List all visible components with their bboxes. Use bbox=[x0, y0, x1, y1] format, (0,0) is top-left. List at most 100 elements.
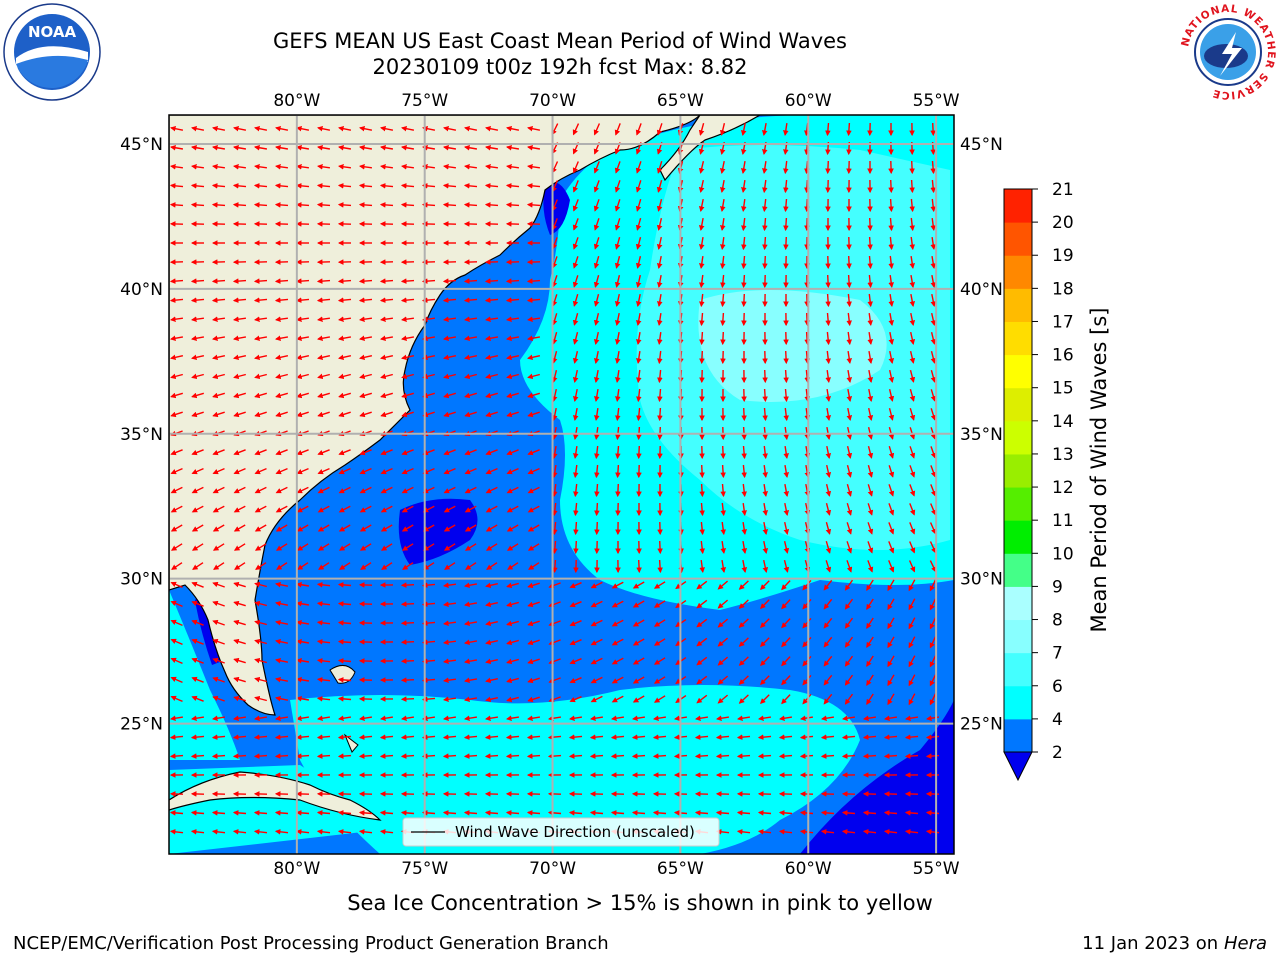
wave-direction-arrow bbox=[657, 369, 663, 384]
wave-direction-arrow bbox=[506, 658, 519, 665]
wave-direction-arrow bbox=[925, 753, 940, 759]
wave-direction-arrow bbox=[276, 562, 288, 570]
wave-direction-arrow bbox=[888, 275, 894, 289]
wave-direction-arrow bbox=[547, 810, 562, 816]
wave-direction-arrow bbox=[464, 467, 477, 475]
wave-direction-arrow bbox=[442, 810, 457, 816]
colorbar-tick-label: 16 bbox=[1052, 346, 1074, 366]
wave-direction-arrow bbox=[741, 217, 747, 232]
wave-direction-arrow bbox=[653, 581, 666, 589]
wave-direction-arrow bbox=[506, 486, 519, 494]
wave-direction-arrow bbox=[610, 753, 625, 759]
wave-direction-arrow bbox=[572, 313, 579, 326]
wave-direction-arrow bbox=[233, 373, 246, 380]
wave-direction-arrow bbox=[275, 695, 289, 702]
wave-direction-arrow bbox=[169, 335, 184, 342]
wave-direction-arrow bbox=[337, 144, 352, 151]
wave-direction-arrow bbox=[274, 278, 289, 284]
wave-direction-arrow bbox=[442, 316, 456, 322]
lon-tick-label-top: 70°W bbox=[529, 91, 576, 111]
wave-direction-arrow bbox=[888, 255, 894, 270]
wave-direction-arrow bbox=[485, 639, 498, 646]
wave-direction-arrow bbox=[484, 278, 499, 284]
wave-direction-arrow bbox=[930, 312, 937, 326]
wave-direction-arrow bbox=[614, 161, 621, 174]
wave-direction-arrow bbox=[212, 543, 225, 551]
wave-direction-arrow bbox=[802, 655, 812, 667]
wave-direction-arrow bbox=[820, 715, 835, 721]
wave-direction-arrow bbox=[762, 521, 769, 536]
wave-direction-arrow bbox=[781, 694, 791, 705]
wave-direction-arrow bbox=[929, 522, 937, 535]
wave-direction-arrow bbox=[295, 335, 310, 342]
wave-direction-arrow bbox=[568, 734, 583, 740]
wave-direction-arrow bbox=[233, 619, 246, 626]
wave-direction-arrow bbox=[527, 449, 540, 456]
wave-direction-arrow bbox=[443, 486, 456, 494]
wave-direction-arrow bbox=[400, 202, 415, 208]
wave-direction-arrow bbox=[191, 695, 204, 702]
wave-direction-arrow bbox=[738, 599, 749, 609]
wave-direction-arrow bbox=[358, 202, 373, 208]
wave-direction-arrow bbox=[211, 715, 226, 721]
wave-direction-arrow bbox=[717, 694, 729, 704]
wave-direction-arrow bbox=[338, 524, 351, 532]
wave-direction-arrow bbox=[463, 658, 478, 665]
wave-direction-arrow bbox=[485, 373, 498, 380]
wave-direction-arrow bbox=[908, 674, 916, 687]
wave-direction-arrow bbox=[169, 316, 183, 322]
colorbar: 2 4 6 7 8 9 10 11 12 13 14 15 16 17 18 19 20 21 bbox=[1003, 180, 1074, 782]
wave-direction-arrow bbox=[400, 164, 414, 170]
wave-direction-arrow bbox=[463, 696, 478, 703]
wave-direction-arrow bbox=[274, 335, 289, 342]
wave-direction-arrow bbox=[338, 467, 351, 475]
wave-direction-arrow bbox=[783, 350, 789, 365]
wave-direction-arrow bbox=[783, 122, 789, 137]
wave-direction-arrow bbox=[316, 639, 331, 645]
colorbar-tick-label: 7 bbox=[1052, 644, 1063, 664]
wave-direction-arrow bbox=[400, 715, 415, 721]
wave-direction-arrow bbox=[593, 388, 600, 403]
wave-direction-arrow bbox=[317, 543, 330, 551]
wave-direction-arrow bbox=[909, 198, 915, 213]
wave-direction-arrow bbox=[930, 351, 937, 364]
wave-direction-arrow bbox=[338, 373, 351, 380]
wave-direction-arrow bbox=[802, 693, 812, 705]
wave-direction-arrow bbox=[866, 655, 874, 667]
wave-direction-arrow bbox=[170, 125, 184, 132]
wave-direction-arrow bbox=[318, 562, 330, 570]
wave-direction-arrow bbox=[783, 521, 790, 535]
wave-direction-arrow bbox=[233, 657, 246, 664]
wave-direction-arrow bbox=[232, 202, 247, 208]
wave-direction-arrow bbox=[573, 464, 579, 479]
wave-direction-arrow bbox=[379, 183, 394, 189]
wave-direction-arrow bbox=[401, 524, 414, 532]
wave-direction-arrow bbox=[631, 810, 646, 816]
lon-tick-label-top: 60°W bbox=[785, 91, 832, 111]
wave-direction-arrow bbox=[909, 331, 916, 345]
colorbar-label: Mean Period of Wind Waves [s] bbox=[1087, 308, 1111, 633]
wave-direction-arrow bbox=[594, 502, 600, 517]
wave-direction-arrow bbox=[929, 560, 937, 573]
wave-direction-arrow bbox=[909, 293, 916, 308]
wave-direction-arrow bbox=[463, 144, 478, 151]
wave-direction-arrow bbox=[526, 164, 540, 170]
wave-direction-arrow bbox=[191, 125, 205, 132]
wave-direction-arrow bbox=[402, 562, 414, 570]
wave-direction-arrow bbox=[526, 278, 541, 284]
wave-direction-arrow bbox=[846, 369, 853, 384]
wave-direction-arrow bbox=[211, 335, 226, 342]
wave-direction-arrow bbox=[760, 618, 770, 628]
wave-direction-arrow bbox=[169, 144, 184, 151]
wave-direction-arrow bbox=[909, 541, 916, 554]
wave-direction-arrow bbox=[611, 619, 624, 627]
wave-direction-arrow bbox=[527, 467, 540, 475]
colorbar-extend-min bbox=[1003, 751, 1033, 782]
wave-direction-arrow bbox=[190, 810, 205, 816]
wave-direction-arrow bbox=[593, 313, 600, 326]
wave-direction-arrow bbox=[883, 715, 898, 721]
wave-direction-arrow bbox=[572, 199, 579, 212]
wave-direction-arrow bbox=[594, 407, 600, 422]
wave-direction-arrow bbox=[316, 620, 331, 626]
wave-direction-arrow bbox=[867, 446, 874, 459]
